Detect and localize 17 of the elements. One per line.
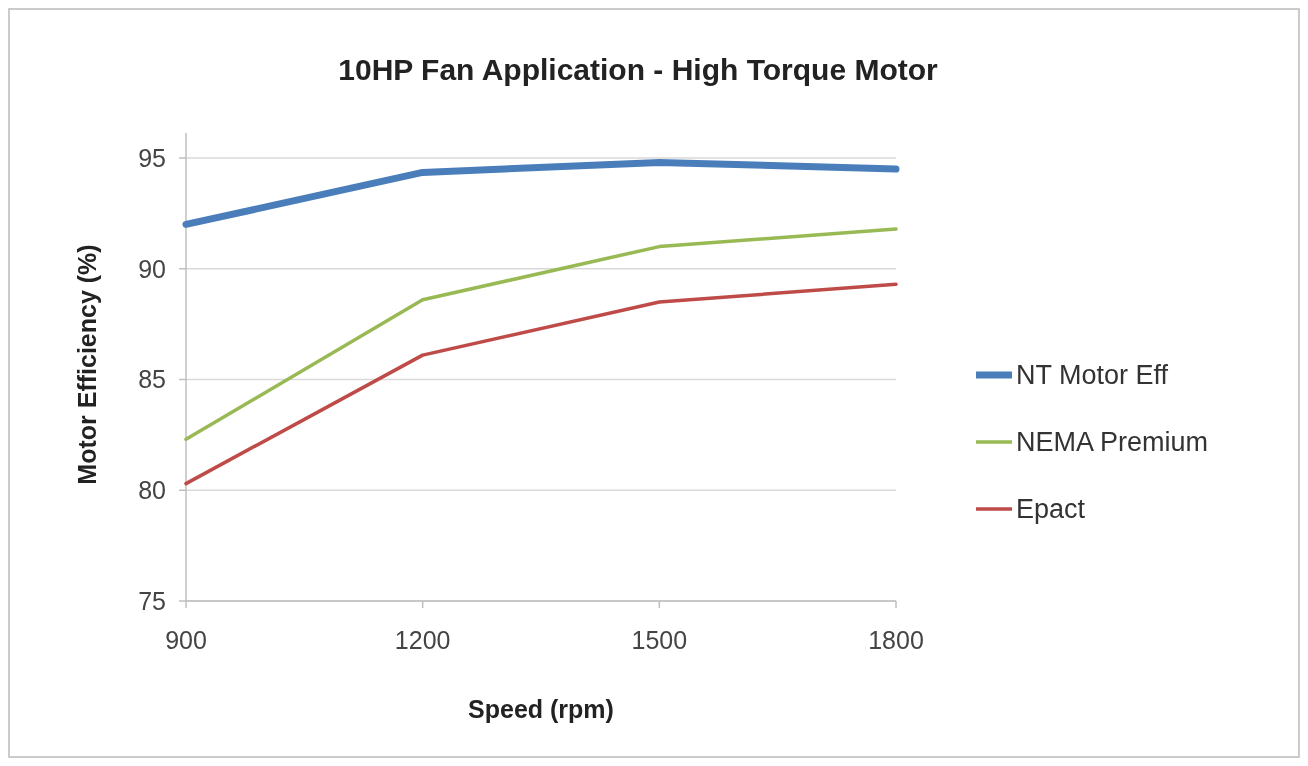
x-axis-title: Speed (rpm)	[468, 695, 614, 723]
legend-label: NT Motor Eff	[1016, 360, 1169, 391]
chart-title: 10HP Fan Application - High Torque Motor	[338, 53, 939, 86]
y-axis-title: Motor Efficiency (%)	[73, 244, 101, 485]
x-tick-label: 1500	[631, 626, 688, 654]
y-tick-label: 90	[138, 254, 166, 283]
x-tick-label: 1200	[394, 626, 451, 654]
y-tick-label: 95	[138, 143, 166, 172]
legend-label: Epact	[1016, 494, 1086, 525]
y-tick-label: 80	[138, 476, 166, 504]
line-series	[184, 282, 898, 486]
legend-label: NEMA Premium	[1016, 427, 1209, 458]
x-tick-label: 900	[165, 626, 207, 654]
y-tick-label: 85	[138, 365, 166, 394]
x-tick-label: 1800	[868, 626, 924, 654]
line-series	[184, 227, 898, 442]
y-tick-label: 75	[138, 586, 166, 615]
